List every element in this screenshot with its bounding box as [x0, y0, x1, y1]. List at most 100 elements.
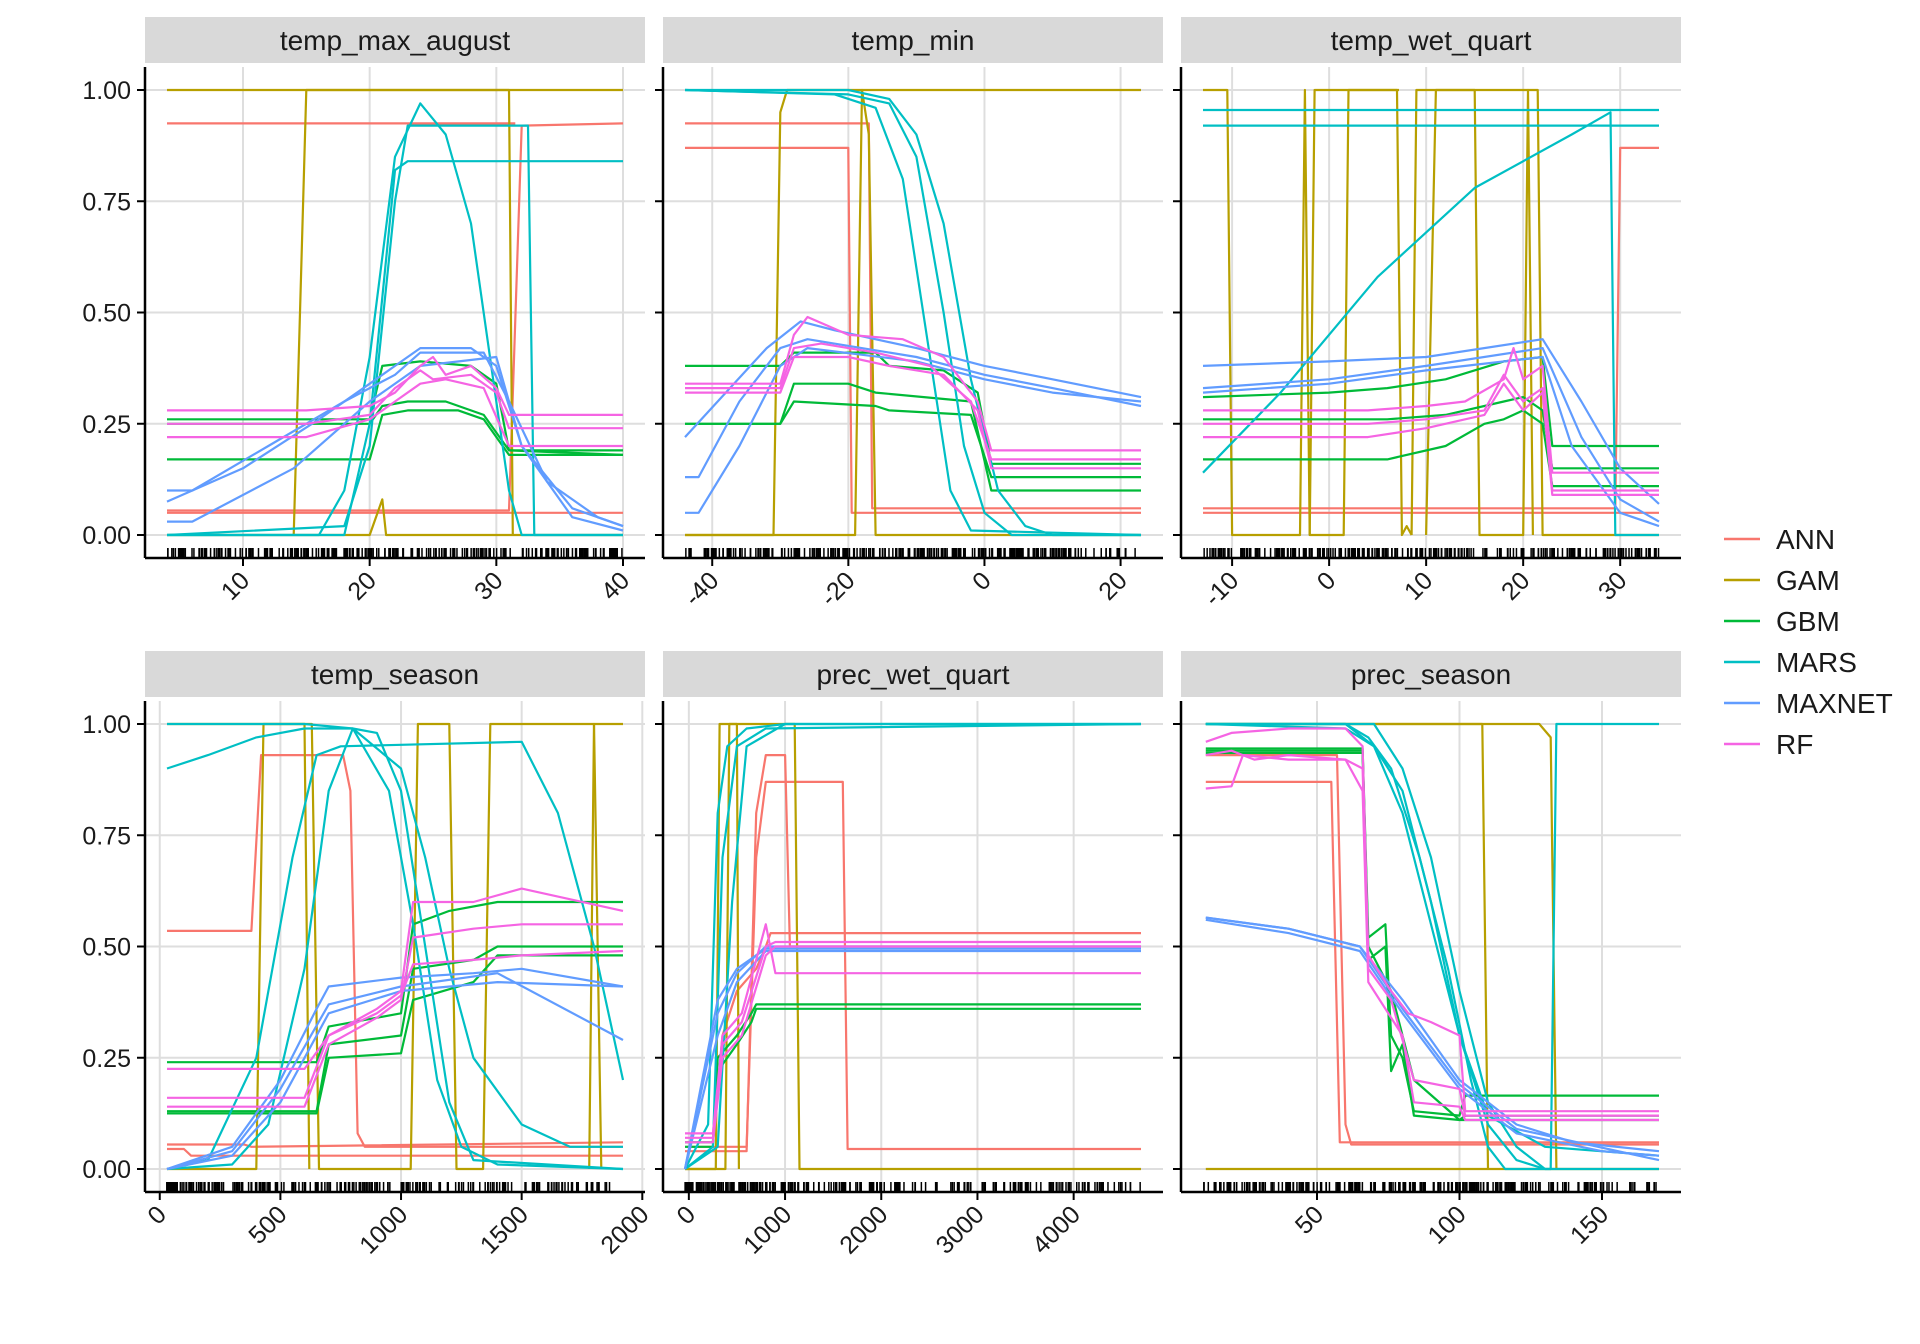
series-line-gam	[685, 88, 1141, 537]
series-line-rf	[167, 887, 624, 1099]
legend-label-rf: RF	[1776, 729, 1813, 760]
tick-label-x: 0	[967, 566, 997, 596]
legend-label-ann: ANN	[1776, 524, 1835, 555]
series-line-gbm	[167, 409, 623, 461]
legend-label-maxnet: MAXNET	[1776, 688, 1893, 719]
facet-panel-temp_max_august: temp_max_august 0.00 0.25 0.50 0.75 1.00 10 20 3…	[82, 17, 645, 606]
facet-strip	[1181, 651, 1681, 697]
series-line-maxnet	[166, 347, 624, 528]
tick-label-x: 30	[469, 566, 508, 605]
facet-strip-title: temp_wet_quart	[1331, 25, 1532, 56]
series-line-maxnet	[166, 981, 624, 1171]
facet-strip	[1181, 17, 1681, 63]
tick-label-x: 0	[1312, 566, 1342, 596]
facet-panel-temp_min: temp_min -40 -20 0 20	[655, 17, 1163, 612]
facet-panel-temp_wet_quart: temp_wet_quart -10 0 10 20 30	[1173, 17, 1681, 612]
series-line-gbm	[1205, 749, 1659, 1122]
series-line-maxnet	[166, 972, 624, 1171]
legend-label-mars: MARS	[1776, 647, 1857, 678]
facet-panel-prec_season: prec_season 50 100 150	[1173, 651, 1681, 1250]
series-line-maxnet	[685, 347, 1142, 514]
tick-label-x: 2000	[834, 1200, 893, 1259]
tick-label-x: -20	[815, 566, 860, 611]
series-line-mars	[166, 727, 623, 1148]
tick-label-x: 1500	[475, 1200, 534, 1259]
tick-label-y: 0.00	[82, 522, 131, 550]
series-line-gbm	[1203, 396, 1659, 470]
rug-marks	[166, 1182, 611, 1192]
series-line-rf	[167, 355, 623, 416]
facet-strip	[145, 651, 645, 697]
tick-label-x: -40	[679, 566, 724, 611]
series-line-maxnet	[685, 338, 1142, 479]
series-line-gam	[1203, 88, 1413, 537]
series-line-maxnet	[1202, 355, 1660, 528]
series-line-rf	[685, 945, 1141, 1144]
series-line-maxnet	[166, 967, 624, 1171]
tick-label-x: 100	[1422, 1200, 1471, 1249]
tick-label-y: 0.75	[82, 822, 131, 850]
series-line-gbm	[685, 1003, 1141, 1144]
series-group	[684, 88, 1142, 537]
tick-label-x: 10	[1399, 566, 1438, 605]
series-line-mars	[167, 102, 623, 537]
series-line-gbm	[1205, 751, 1659, 1122]
tick-label-y: 0.25	[82, 1045, 131, 1073]
tick-label-x: 0	[671, 1200, 701, 1230]
series-line-rf	[1205, 754, 1659, 1122]
series-line-ann	[167, 122, 624, 512]
series-line-mars	[167, 160, 623, 537]
series-line-gbm	[1203, 409, 1659, 488]
tick-label-x: 500	[243, 1200, 292, 1249]
series-line-gam	[588, 722, 623, 1170]
facet-strip-title: prec_season	[1351, 659, 1511, 690]
series-line-rf	[685, 355, 1141, 470]
series-line-gbm	[167, 900, 623, 1064]
tick-label-x: 50	[1290, 1200, 1329, 1239]
tick-label-y: 0.25	[82, 411, 131, 439]
series-line-gam	[1308, 88, 1399, 536]
facet-strip	[663, 651, 1163, 697]
tick-label-x: 4000	[1027, 1200, 1086, 1259]
tick-label-y: 0.50	[82, 300, 131, 328]
legend-label-gbm: GBM	[1776, 606, 1840, 637]
series-line-mars	[1205, 722, 1659, 1171]
series-line-mars	[684, 88, 1142, 537]
rug-marks	[1203, 548, 1660, 558]
series-line-rf	[1203, 382, 1659, 496]
series-line-mars	[1202, 111, 1659, 537]
rug-marks	[1203, 1182, 1657, 1192]
tick-label-x: 20	[1093, 566, 1132, 605]
series-group	[1202, 88, 1660, 537]
series-line-ann	[167, 754, 623, 1148]
series-line-maxnet	[1205, 918, 1660, 1157]
tick-label-x: 2000	[595, 1200, 654, 1259]
tick-label-y: 0.50	[82, 934, 131, 962]
legend: ANN GAM GBM MARS MAXNET RF	[1724, 524, 1893, 760]
series-line-gbm	[685, 400, 1141, 479]
series-group	[166, 88, 624, 537]
series-line-maxnet	[1205, 916, 1660, 1162]
tick-label-x: 40	[596, 566, 635, 605]
series-line-gam	[292, 88, 514, 536]
series-line-gbm	[1202, 355, 1659, 448]
series-line-rf	[167, 378, 623, 448]
series-line-ann	[1203, 146, 1659, 510]
series-group	[683, 722, 1142, 1171]
tick-label-y: 1.00	[82, 77, 131, 105]
series-line-maxnet	[683, 947, 1141, 1170]
rug-marks	[685, 548, 1136, 558]
facet-strip-title: temp_min	[852, 25, 975, 56]
series-line-mars	[684, 722, 1142, 1170]
series-line-gam	[167, 498, 623, 537]
series-line-maxnet	[167, 355, 624, 532]
series-line-gbm	[167, 945, 623, 1113]
series-line-gbm	[167, 954, 623, 1115]
series-line-mars	[166, 740, 625, 1171]
facet-strip-title: temp_max_august	[280, 25, 511, 56]
series-line-mars	[166, 124, 623, 537]
series-line-ann	[685, 146, 1141, 514]
series-line-rf	[167, 369, 623, 430]
tick-label-x: -10	[1199, 566, 1244, 611]
